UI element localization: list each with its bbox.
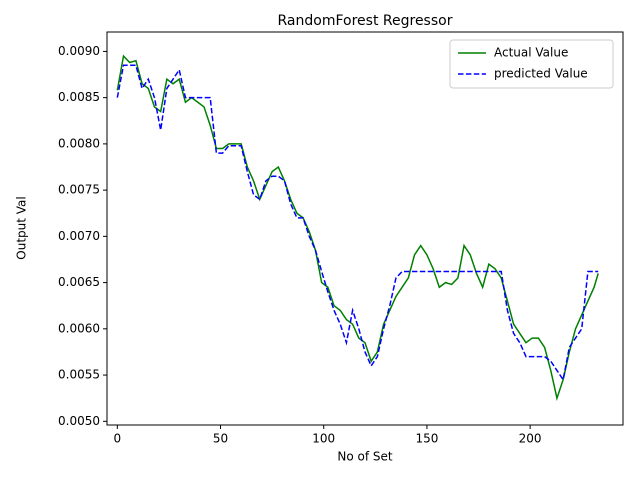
y-tick-label: 0.0065 (58, 275, 100, 289)
x-tick-label: 200 (519, 432, 542, 446)
y-tick-label: 0.0085 (58, 90, 100, 104)
line-series (116, 64, 599, 382)
chart-title: RandomForest Regressor (278, 13, 453, 29)
x-tick-label: 0 (113, 432, 121, 446)
y-axis-label: Output Val (15, 196, 29, 259)
y-tick-label: 0.0055 (58, 368, 100, 382)
y-tick-label: 0.0090 (58, 44, 100, 58)
legend: Actual Value predicted Value (449, 39, 614, 89)
legend-label: Actual Value (494, 46, 568, 60)
x-tick-label: 100 (312, 432, 335, 446)
legend-label: predicted Value (494, 67, 588, 81)
y-tick-label: 0.0050 (58, 414, 100, 428)
plot-frame (106, 31, 624, 426)
y-tick-label: 0.0080 (58, 136, 100, 150)
y-tick-label: 0.0060 (58, 321, 100, 335)
x-tick-label: 150 (415, 432, 438, 446)
y-tick-label: 0.0075 (58, 183, 100, 197)
legend-box (449, 39, 614, 89)
x-axis-label: No of Set (337, 450, 393, 464)
x-tick-label: 50 (213, 432, 228, 446)
y-tick-label: 0.0070 (58, 229, 100, 243)
line-series (116, 54, 599, 401)
